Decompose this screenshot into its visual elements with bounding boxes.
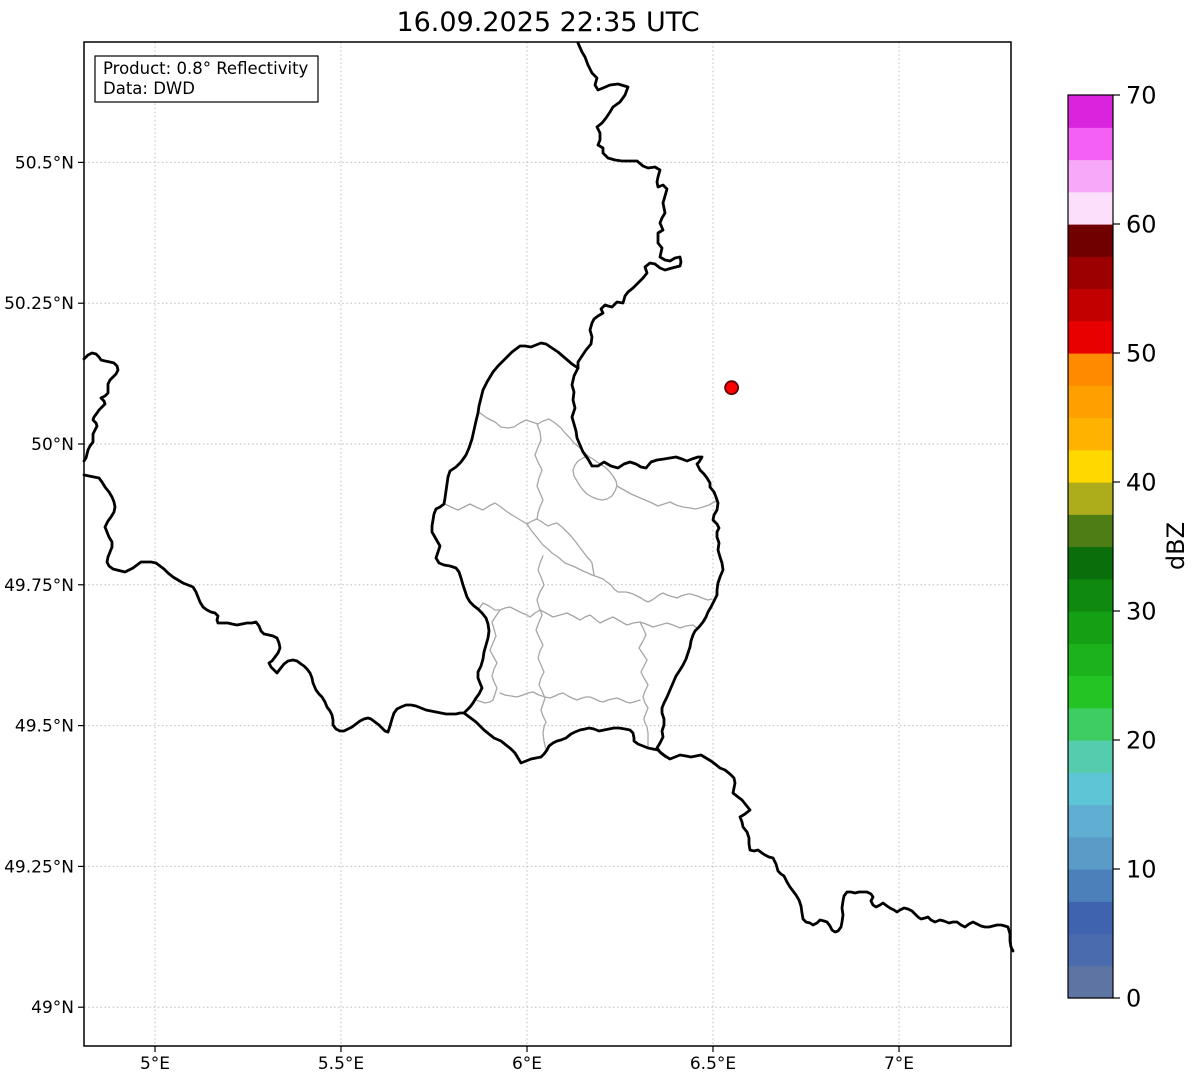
colorbar-segment <box>1068 127 1113 161</box>
colorbar-segment <box>1068 159 1113 193</box>
colorbar-segment <box>1068 611 1113 644</box>
colorbar-segment <box>1068 320 1113 354</box>
axes-frame <box>83 41 1012 1047</box>
figure-title: 16.09.2025 22:35 UTC <box>396 7 699 38</box>
colorbar-segment <box>1068 482 1113 515</box>
colorbar-layer: 0 10 20 30 40 50 60 70 <box>1067 82 1157 1013</box>
canton-border <box>475 609 501 704</box>
x-tick-label: 6.5°E <box>690 1054 736 1074</box>
colorbar-segment <box>1068 224 1113 257</box>
colorbar-segment <box>1068 353 1113 386</box>
colorbar-segment <box>1068 578 1113 612</box>
colorbar-segment <box>1068 707 1113 741</box>
colorbar-segment <box>1068 417 1113 451</box>
info-box <box>94 55 319 103</box>
x-tick-label: 6°E <box>512 1054 542 1074</box>
colorbar-segment <box>1068 740 1113 773</box>
colorbar-segment <box>1068 965 1113 999</box>
colorbar-tick-label: 70 <box>1126 82 1157 110</box>
radar-site-marker <box>724 380 739 396</box>
colorbar-tick-label: 50 <box>1126 340 1157 368</box>
colorbar-tick-label: 0 <box>1126 985 1141 1013</box>
canton-border <box>526 523 713 603</box>
canton-border <box>572 455 618 501</box>
canton-border <box>473 602 698 629</box>
y-tick-label: 50°N <box>31 435 74 455</box>
colorbar-tick-label: 40 <box>1126 469 1157 497</box>
colorbar-frame <box>1067 94 1114 999</box>
x-tick-label: 5°E <box>140 1054 170 1074</box>
country-borders-layer <box>82 41 1015 953</box>
colorbar-tick-label: 30 <box>1126 598 1157 626</box>
country-border <box>82 351 120 463</box>
y-tick-label: 49.25°N <box>4 857 74 877</box>
colorbar-segment <box>1068 675 1113 709</box>
country-border <box>570 366 725 758</box>
canton-border <box>479 412 589 457</box>
gridlines-layer <box>84 42 1011 1046</box>
colorbar-segment <box>1068 836 1113 870</box>
colorbar-segment <box>1068 385 1113 419</box>
colorbar-segment <box>1068 514 1113 548</box>
canton-border <box>616 485 717 510</box>
colorbar-segment <box>1068 191 1113 225</box>
y-tick-label: 50.25°N <box>4 294 74 314</box>
info-box-source: Data: DWD <box>103 79 195 98</box>
canton-border <box>499 691 641 704</box>
country-border <box>663 753 1015 953</box>
colorbar-segment <box>1068 772 1113 806</box>
colorbar-segment <box>1068 95 1113 128</box>
colorbar-segment <box>1068 933 1113 967</box>
colorbar-tick-label: 20 <box>1126 727 1157 755</box>
x-tick-label: 7°E <box>884 1054 914 1074</box>
radar-marker-layer <box>724 380 739 396</box>
colorbar-tick-label: 60 <box>1126 211 1157 239</box>
y-tick-label: 49°N <box>31 998 74 1018</box>
canton-border <box>444 502 595 576</box>
canton-border <box>534 423 544 520</box>
colorbar-segment <box>1068 901 1113 935</box>
colorbar-segment <box>1068 288 1113 322</box>
y-tick-label: 49.5°N <box>15 717 74 737</box>
colorbar-segment <box>1068 643 1113 677</box>
colorbar-segment <box>1068 256 1113 290</box>
colorbar-tick-label: 10 <box>1126 856 1157 884</box>
axis-ticks-layer: 5°E 5.5°E 6°E 6.5°E 7°E 50.5°N 50.25°N 50°N 49.7… <box>4 153 914 1074</box>
canton-border <box>638 621 649 747</box>
y-tick-label: 50.5°N <box>15 153 74 173</box>
colorbar-unit-label: dBZ <box>1162 522 1190 570</box>
country-border <box>576 41 683 370</box>
colorbar-segment <box>1068 546 1113 580</box>
canton-border <box>535 555 547 751</box>
country-border <box>82 473 466 734</box>
colorbar-segment <box>1068 804 1113 838</box>
country-border <box>430 341 667 765</box>
admin-borders-layer <box>444 412 717 751</box>
colorbar-segment <box>1068 869 1113 902</box>
x-tick-label: 5.5°E <box>318 1054 364 1074</box>
y-tick-label: 49.75°N <box>4 576 74 596</box>
info-box-product: Product: 0.8° Reflectivity <box>103 59 309 78</box>
colorbar-segment <box>1068 449 1113 483</box>
